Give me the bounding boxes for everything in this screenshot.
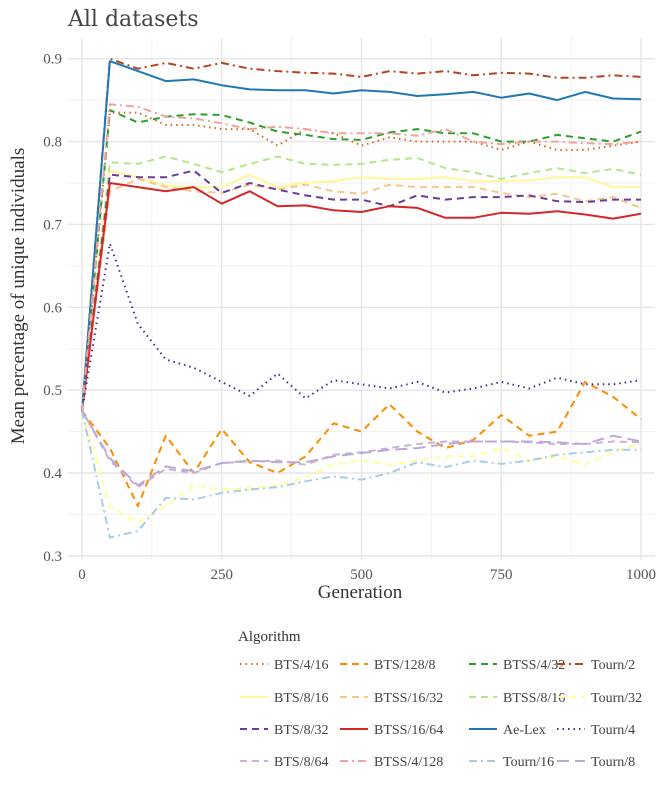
x-tick-label: 250 [210,567,233,583]
legend-label: Tourn/16 [503,755,554,770]
y-tick-label: 0.9 [43,52,62,68]
legend-label: BTSS/16/64 [374,723,443,738]
series-line-btss-8-16 [81,155,642,412]
y-tick-label: 0.4 [43,466,62,482]
y-tick-label: 0.3 [43,549,62,565]
series-line-btss-4-32 [81,109,642,411]
legend: BTS/4/16 BTS/128/8 BTSS/4/32 Tourn/2 BTS/8/1… [240,658,642,770]
y-tick-label: 0.8 [43,135,62,151]
series-line-btss-16-32 [81,177,642,412]
y-tick-label: 0.5 [43,383,62,399]
series-line-tourn-2 [81,57,642,411]
series-line-bts-8-16 [81,169,641,412]
series-line-btss-16-64 [81,182,642,412]
grid-lines [68,38,655,560]
legend-label: BTSS/4/128 [374,755,443,770]
legend-label: BTS/128/8 [374,658,435,673]
y-axis-label: Mean percentage of unique individuals [8,148,29,445]
x-tick-label: 500 [350,567,373,583]
legend-label: BTS/8/64 [274,755,328,770]
series-lines [81,57,642,539]
legend-label: BTS/4/16 [274,658,328,673]
x-tick-label: 750 [490,567,513,583]
legend-label: Ae-Lex [503,723,546,738]
y-axis-ticks: 0.3 0.4 0.5 0.6 0.7 0.8 0.9 [43,52,62,565]
y-tick-label: 0.7 [43,217,62,233]
legend-label: BTSS/8/16 [503,691,565,706]
x-axis-ticks: 0 250 500 750 1000 [78,567,656,583]
x-axis-label: Generation [318,582,403,603]
legend-label: BTSS/4/32 [503,658,565,673]
series-line-btss-4-128 [81,103,642,411]
legend-label: BTSS/16/32 [374,691,443,706]
legend-label: Tourn/8 [591,755,635,770]
series-line-bts-8-32 [81,169,641,412]
legend-label: Tourn/2 [591,658,635,673]
legend-label: BTS/8/16 [274,691,328,706]
series-line-ae-lex [81,60,642,411]
y-tick-label: 0.6 [43,300,62,316]
series-line-tourn-16 [81,410,641,539]
legend-label: Tourn/32 [591,691,642,706]
legend-label: BTS/8/32 [274,723,328,738]
legend-label: Tourn/4 [591,723,635,738]
chart-title: All datasets [67,7,199,32]
legend-title: Algorithm [238,629,301,645]
x-tick-label: 1000 [626,567,656,583]
x-tick-label: 0 [78,567,86,583]
series-line-tourn-8 [81,410,642,487]
